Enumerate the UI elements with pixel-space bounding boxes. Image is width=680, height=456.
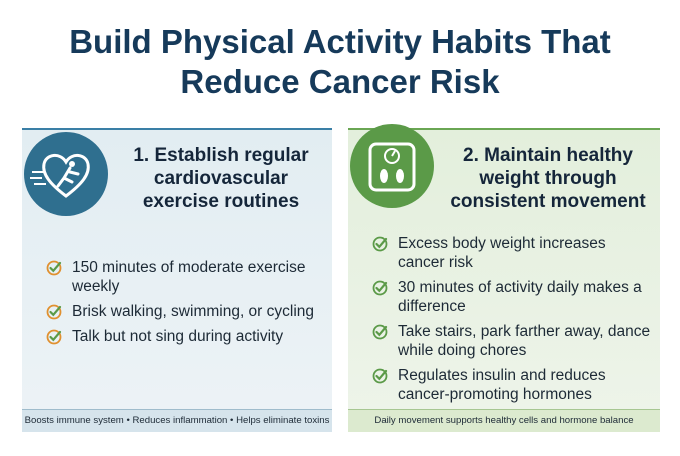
scale-icon	[350, 124, 434, 208]
panel: 2. Maintain healthy weight through consi…	[348, 124, 660, 432]
title: Build Physical Activity Habits That Redu…	[69, 23, 611, 100]
bullet-text: Brisk walking, swimming, or cycling	[72, 303, 315, 320]
bullet-text: Take stairs, park farther away, dance wh…	[398, 323, 651, 359]
panel-heading: 1. Establish regular cardiovascular exer…	[133, 145, 309, 212]
check-icon	[46, 329, 62, 345]
bullet-text: Talk but not sing during activity	[72, 328, 284, 345]
panel-footer: Daily movement supports healthy cells an…	[348, 409, 660, 432]
bullet-text: Regulates insulin and reduces cancer-pro…	[398, 367, 606, 403]
check-icon	[372, 236, 388, 252]
bullet: Talk but not sing during activity	[44, 327, 324, 346]
bullet: Take stairs, park farther away, dance wh…	[370, 322, 655, 360]
panel-footer: Boosts immune system • Reduces inflammat…	[22, 409, 332, 432]
check-icon	[372, 368, 388, 384]
heart-runner-icon	[24, 132, 108, 216]
bullet: Excess body weight increases cancer risk	[370, 234, 655, 272]
check-icon	[46, 260, 62, 276]
bullet: Regulates insulin and reduces cancer-pro…	[370, 366, 655, 404]
bullet-text: 30 minutes of activity daily makes a dif…	[398, 279, 642, 315]
bullet-text: Excess body weight increases cancer risk	[398, 235, 606, 271]
check-icon	[372, 280, 388, 296]
panel: 1. Establish regular cardiovascular exer…	[22, 128, 332, 432]
bullet-text: 150 minutes of moderate exercise weekly	[72, 259, 306, 295]
check-icon	[46, 304, 62, 320]
bullet: 150 minutes of moderate exercise weekly	[44, 258, 324, 296]
bullet-list: 150 minutes of moderate exercise weekly B…	[44, 258, 324, 352]
panel-heading: 2. Maintain healthy weight through consi…	[450, 145, 646, 212]
bullet: 30 minutes of activity daily makes a dif…	[370, 278, 655, 316]
bullet-list: Excess body weight increases cancer risk…	[370, 234, 655, 410]
bullet: Brisk walking, swimming, or cycling	[44, 302, 324, 321]
check-icon	[372, 324, 388, 340]
